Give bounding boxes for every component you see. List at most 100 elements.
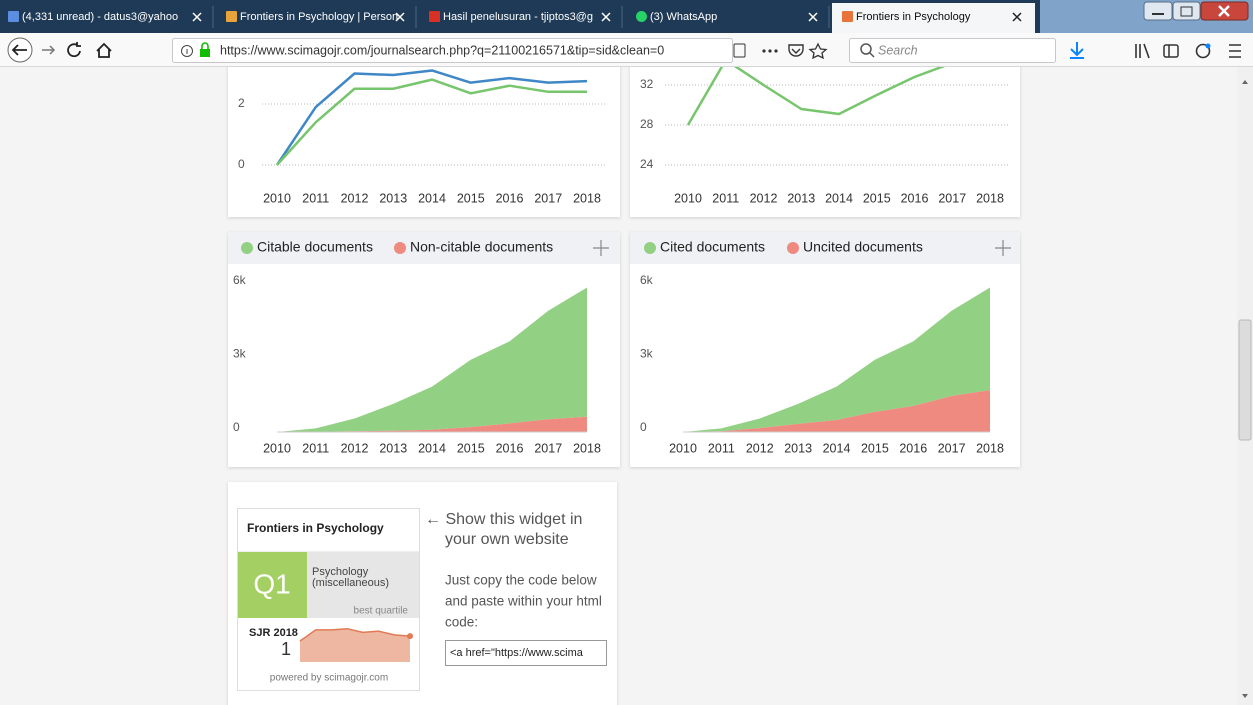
home-button[interactable] [96,42,112,58]
widget-heading: your own website [445,531,569,548]
sidebar-icon[interactable] [1163,44,1179,58]
x-tick-label: 2016 [496,191,524,205]
x-tick-label: 2012 [746,441,774,455]
x-tick-label: 2014 [418,191,446,205]
legend-swatch [394,242,406,254]
x-tick-label: 2010 [263,441,291,455]
sparkline-end [407,633,413,640]
legend-label[interactable]: Cited documents [660,239,765,255]
search-placeholder: Search [878,43,918,57]
widget-title: Frontiers in Psychology [247,521,384,535]
x-tick-label: 2015 [457,441,485,455]
x-tick-label: 2016 [899,441,927,455]
quartile-box [238,552,307,618]
tab-title[interactable]: Hasil penelusuran - tjiptos3@g [443,11,593,23]
legend-label[interactable]: Non-citable documents [410,239,553,255]
tab-close[interactable] [601,12,611,22]
y-tick-label: 28 [640,117,654,131]
x-tick-label: 2011 [302,441,329,455]
code-input[interactable] [445,640,607,666]
url-text: https://www.scimagojr.com/journalsearch.… [220,43,664,57]
x-tick-label: 2014 [825,191,853,205]
x-tick-label: 2017 [938,191,966,205]
x-tick-label: 2017 [938,441,966,455]
legend-swatch [787,242,799,254]
y-tick-label: 3k [640,347,654,361]
info-icon[interactable] [181,45,193,57]
library-icon[interactable] [1135,43,1150,59]
code-snippet[interactable]: <a href="https://www.scima [450,647,584,659]
x-tick-label: 2015 [457,191,485,205]
x-tick-label: 2013 [784,441,812,455]
category: (miscellaneous) [312,577,389,589]
search-icon [860,43,872,55]
data-line [275,69,588,166]
y-tick-label: 0 [640,420,647,434]
back-button[interactable] [7,37,33,63]
area [683,287,990,432]
tab-close[interactable] [1012,12,1022,22]
legend-swatch [644,242,656,254]
tab-title[interactable]: Frontiers in Psychology [856,11,971,23]
tab-title[interactable]: Frontiers in Psychology | Person [240,11,398,23]
tab-close[interactable] [192,12,202,22]
x-tick-label: 2013 [379,191,407,205]
scrollbar-thumb[interactable] [1238,319,1252,441]
category: Psychology [312,566,369,578]
y-tick-label: 3k [233,347,247,361]
x-tick-label: 2017 [534,191,562,205]
legend-bar [630,232,1020,264]
x-tick-label: 2010 [669,441,697,455]
x-tick-label: 2013 [787,191,815,205]
menu-icon[interactable] [1229,44,1241,58]
forward-button[interactable] [42,45,56,55]
url-field[interactable] [172,38,733,63]
x-tick-label: 2013 [379,441,407,455]
sjr-label: SJR 2018 [249,627,298,639]
quartile-caption: best quartile [354,606,409,617]
legend-label[interactable]: Uncited documents [803,239,923,255]
x-tick-label: 2011 [712,191,739,205]
tab-close[interactable] [395,12,405,22]
account-icon[interactable] [1195,43,1211,59]
widget-instructions: and paste within your html [445,594,602,609]
widget-instructions: code: [445,615,478,630]
tab-title[interactable]: (3) WhatsApp [650,11,717,23]
search-field[interactable] [849,38,1056,63]
x-tick-label: 2018 [573,441,601,455]
legend-swatch [241,242,253,254]
download-icon[interactable] [1070,42,1084,59]
bookmark-star[interactable] [808,42,828,60]
tab-icon [8,11,19,22]
window-controls [1143,1,1249,21]
y-tick-label: 0 [238,157,245,171]
y-tick-label: 6k [233,273,247,287]
y-tick-label: 0 [233,420,240,434]
x-tick-label: 2014 [823,441,851,455]
tab-icon [226,11,237,22]
y-tick-label: 6k [640,273,654,287]
active-tab[interactable] [832,3,1035,33]
sparkline [299,627,411,642]
lock-icon [200,42,210,57]
reader-icon[interactable] [733,43,746,58]
reload-button[interactable] [67,42,81,58]
pocket-icon[interactable] [788,44,804,57]
expand-icon[interactable] [593,240,609,256]
x-tick-label: 2015 [863,191,891,205]
x-tick-label: 2011 [708,441,735,455]
expand-icon[interactable] [995,240,1011,256]
legend-label[interactable]: Citable documents [257,239,373,255]
x-tick-label: 2010 [263,191,291,205]
x-tick-label: 2018 [976,441,1004,455]
y-tick-label: 24 [640,157,654,171]
widget-instructions: Just copy the code below [445,573,597,588]
y-tick-label: 32 [640,77,654,91]
tab-close[interactable] [808,12,818,22]
x-tick-label: 2010 [674,191,702,205]
card [630,67,1020,217]
page-actions[interactable] [762,49,778,53]
powered-by: powered by scimagojr.com [270,673,388,684]
tab-title[interactable]: (4,331 unread) - datus3@yahoo [22,11,178,23]
area [277,416,587,432]
